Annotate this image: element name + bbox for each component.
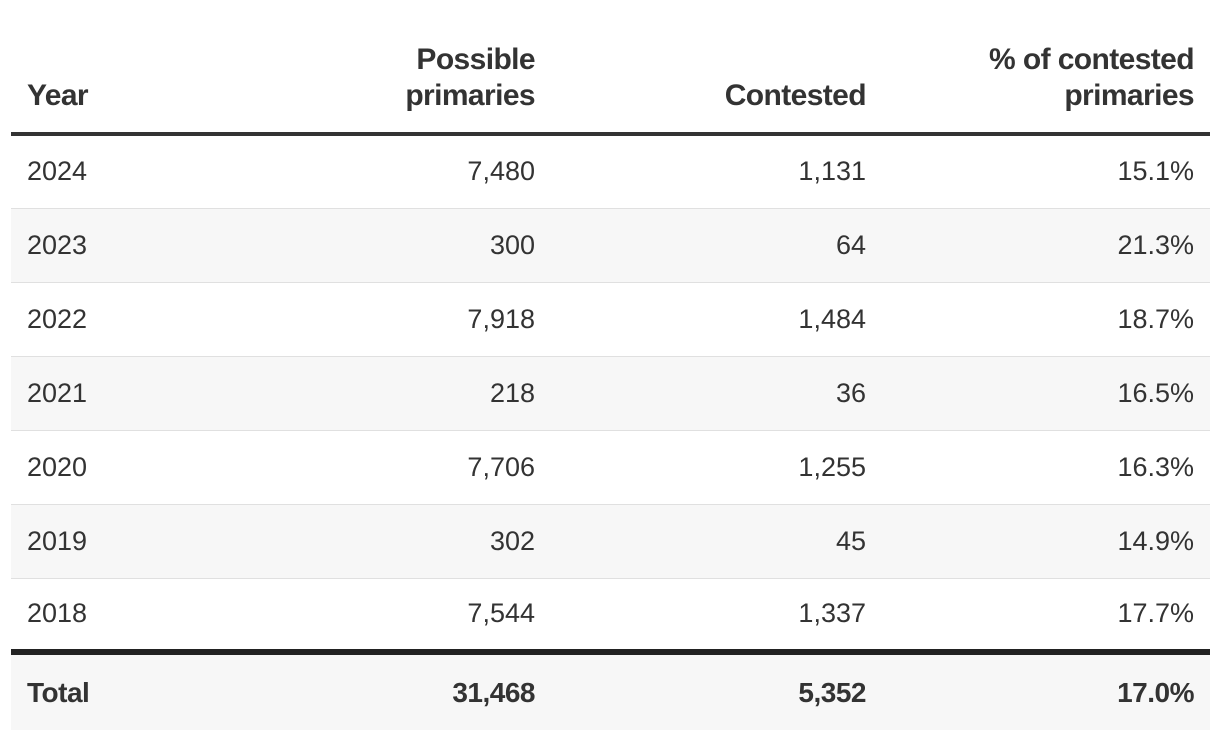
cell-year: 2023	[11, 208, 223, 283]
cell-contested: 1,484	[551, 282, 882, 357]
cell-possible-primaries: 7,480	[223, 134, 551, 209]
total-label: Total	[11, 649, 223, 730]
cell-year: 2019	[11, 504, 223, 579]
table-row: 2024 7,480 1,131 15.1%	[11, 134, 1210, 209]
table-row: 2021 218 36 16.5%	[11, 356, 1210, 431]
cell-year: 2020	[11, 430, 223, 505]
cell-contested: 36	[551, 356, 882, 431]
cell-contested: 1,255	[551, 430, 882, 505]
table-row: 2019 302 45 14.9%	[11, 504, 1210, 579]
header-year-label: Year	[27, 79, 89, 112]
header-contested-label: Contested	[724, 79, 867, 112]
header-pct-contested: % of contested primaries	[882, 0, 1210, 136]
cell-contested: 1,131	[551, 134, 882, 209]
header-possible-line-1: Possible	[416, 43, 535, 76]
cell-possible-primaries: 218	[223, 356, 551, 431]
cell-possible-primaries: 7,544	[467, 598, 535, 629]
cell-year: 2018	[27, 598, 88, 629]
table-row: 2018 7,544 1,337 17.7%	[11, 578, 1210, 652]
cell-pct-contested: 16.5%	[882, 356, 1210, 431]
table-body: 2024 7,480 1,131 15.1% 2023 300 64 21.3%…	[11, 134, 1210, 652]
cell-possible-primaries: 7,706	[223, 430, 551, 505]
total-row: Total 31,468 5,352 17.0%	[11, 649, 1210, 730]
cell-pct-contested: 17.7%	[1117, 598, 1194, 629]
cell-pct-contested: 21.3%	[882, 208, 1210, 283]
cell-year: 2024	[11, 134, 223, 209]
cell-possible-primaries: 302	[223, 504, 551, 579]
cell-pct-contested: 18.7%	[882, 282, 1210, 357]
header-year: Year	[11, 0, 223, 136]
total-contested: 5,352	[551, 649, 882, 730]
contested-primaries-table-container: Year Possible primaries Contested % of c…	[11, 0, 1210, 730]
total-possible-primaries: 31,468	[223, 649, 551, 730]
cell-contested: 1,337	[798, 598, 866, 629]
header-possible-line-2: primaries	[405, 79, 535, 112]
cell-possible-primaries: 300	[223, 208, 551, 283]
total-pct-contested: 17.0%	[882, 649, 1210, 730]
cell-pct-contested: 16.3%	[882, 430, 1210, 505]
cell-contested: 45	[551, 504, 882, 579]
header-possible-primaries: Possible primaries	[223, 0, 551, 136]
contested-primaries-table: Year Possible primaries Contested % of c…	[11, 0, 1210, 730]
header-pct-line-2: primaries	[1064, 79, 1194, 112]
cell-year: 2021	[11, 356, 223, 431]
table-row: 2023 300 64 21.3%	[11, 208, 1210, 283]
cell-pct-contested: 14.9%	[882, 504, 1210, 579]
header-contested: Contested	[551, 0, 882, 136]
table-row: 2020 7,706 1,255 16.3%	[11, 430, 1210, 505]
table-footer: Total 31,468 5,352 17.0%	[11, 649, 1210, 730]
table-header: Year Possible primaries Contested % of c…	[11, 0, 1210, 136]
cell-possible-primaries: 7,918	[223, 282, 551, 357]
cell-pct-contested: 15.1%	[882, 134, 1210, 209]
header-row: Year Possible primaries Contested % of c…	[11, 0, 1210, 136]
table-row: 2022 7,918 1,484 18.7%	[11, 282, 1210, 357]
cell-contested: 64	[551, 208, 882, 283]
header-pct-line-1: % of contested	[989, 43, 1195, 76]
cell-year: 2022	[11, 282, 223, 357]
